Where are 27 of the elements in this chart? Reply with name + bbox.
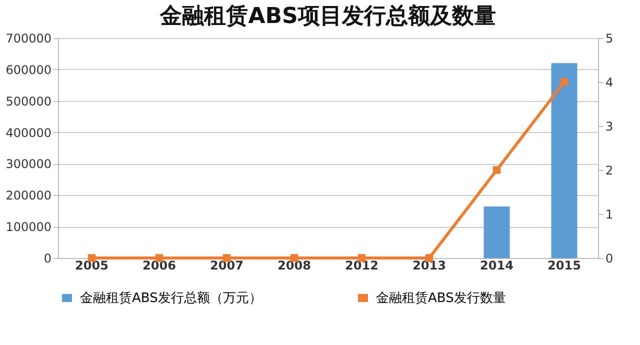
- y-tick-label: 100000: [6, 220, 52, 234]
- y2-tick-label: 0: [606, 252, 614, 266]
- point: [560, 78, 568, 86]
- chart-title: 金融租赁ABS项目发行总额及数量: [159, 3, 496, 29]
- y-tick-label: 400000: [6, 126, 52, 140]
- y-tick-label: 600000: [6, 62, 52, 77]
- y2-tick-label: 5: [606, 32, 614, 46]
- y-tick-label: 0: [44, 252, 52, 266]
- x-tick-label: 2006: [142, 258, 176, 272]
- y2-tick-label: 4: [606, 76, 614, 90]
- x-tick-label: 2007: [210, 258, 244, 272]
- x-tick-label: 2012: [345, 258, 378, 272]
- y-tick-label: 700000: [6, 32, 52, 46]
- x-tick-label: 2008: [278, 258, 311, 272]
- y-tick-label: 500000: [6, 94, 52, 108]
- x-tick-label: 2005: [75, 258, 108, 272]
- y2-tick-label: 1: [606, 208, 614, 222]
- legend-label: 金融租赁ABS发行总额（万元）: [80, 291, 262, 306]
- y2-tick-label: 2: [606, 164, 614, 178]
- point: [492, 166, 501, 174]
- x-tick-label: 2013: [412, 258, 446, 272]
- x-tick-label: 2014: [480, 258, 514, 272]
- x-tick-label: 2015: [548, 258, 581, 272]
- legend-label: 金融租赁ABS发行数量: [376, 291, 506, 306]
- y-tick-label: 300000: [6, 157, 52, 172]
- y2-tick-label: 3: [606, 120, 614, 134]
- y-tick-label: 200000: [6, 188, 52, 203]
